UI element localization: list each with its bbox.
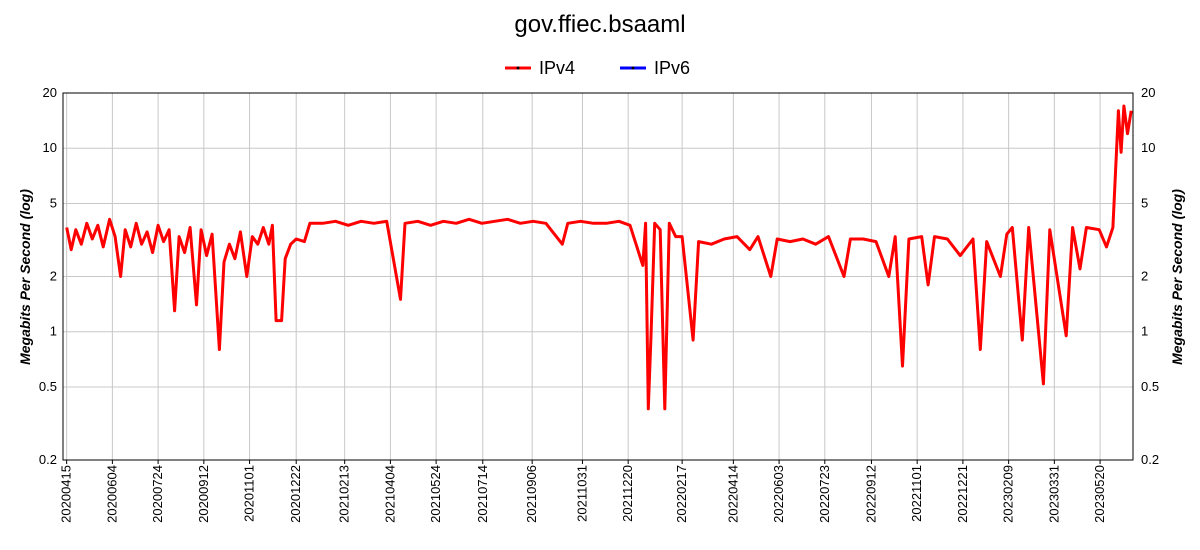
x-tick-label: 20201222 <box>288 465 303 523</box>
plot-frame <box>62 92 1134 461</box>
x-tick-label: 20220217 <box>674 465 689 523</box>
x-tick-label: 20220414 <box>725 465 740 523</box>
y-tick-label: 10 <box>43 140 57 155</box>
y-tick-label: 1 <box>50 324 57 339</box>
x-tick-label: 20210714 <box>475 465 490 523</box>
x-tick-label: 20210906 <box>524 465 539 523</box>
x-tick-label: 20200604 <box>104 465 119 523</box>
legend-label: IPv4 <box>539 58 575 78</box>
y2-tick-label: 5 <box>1141 195 1148 210</box>
chart-title: gov.ffiec.bsaaml <box>514 11 685 38</box>
y2-axis-label: Megabits Per Second (log) <box>1169 189 1185 365</box>
y-tick-label: 20 <box>43 85 57 100</box>
y2-tick-label: 20 <box>1141 85 1155 100</box>
x-tick-label: 20210213 <box>337 465 352 523</box>
x-tick-label: 20220603 <box>771 465 786 523</box>
y-tick-label: 0.5 <box>39 379 57 394</box>
x-tick-label: 20211031 <box>574 465 589 522</box>
x-tick-label: 20221221 <box>955 465 970 523</box>
x-tick-label: 20220912 <box>863 465 878 523</box>
x-tick-label: 20230520 <box>1092 465 1107 523</box>
y-tick-label: 5 <box>50 195 57 210</box>
y2-tick-label: 10 <box>1141 140 1155 155</box>
x-tick-label: 20201101 <box>242 465 257 522</box>
legend-label: IPv6 <box>654 58 690 78</box>
y2-tick-label: 2 <box>1141 269 1148 284</box>
y-tick-label: 2 <box>50 269 57 284</box>
y-tick-label: 0.2 <box>39 452 57 467</box>
x-tick-label: 20230331 <box>1046 465 1061 523</box>
y-axis-label: Megabits Per Second (log) <box>17 189 33 365</box>
legend-marker <box>631 66 635 70</box>
x-tick-label: 20200912 <box>196 465 211 523</box>
data-line <box>65 104 1133 411</box>
x-tick-label: 20200415 <box>59 465 74 523</box>
y2-tick-label: 0.2 <box>1141 452 1159 467</box>
x-tick-label: 20200724 <box>150 465 165 523</box>
x-tick-label: 20221101 <box>909 465 924 522</box>
x-tick-label: 20210524 <box>428 465 443 523</box>
legend-marker <box>516 66 520 70</box>
x-tick-label: 20211220 <box>620 465 635 522</box>
y2-tick-label: 0.5 <box>1141 379 1159 394</box>
y2-tick-label: 1 <box>1141 324 1148 339</box>
x-tick-label: 20230209 <box>1001 465 1016 523</box>
x-tick-label: 20210404 <box>382 465 397 523</box>
x-tick-label: 20220723 <box>817 465 832 523</box>
